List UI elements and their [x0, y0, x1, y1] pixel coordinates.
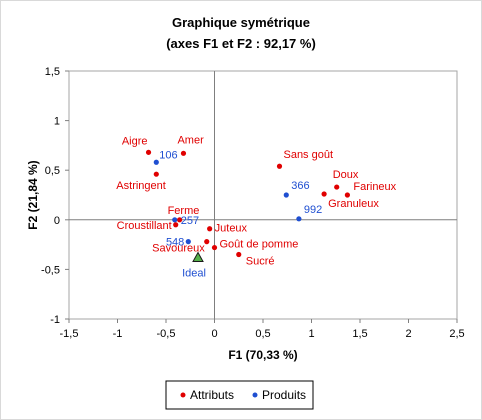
data-point-label: Sucré	[246, 256, 275, 268]
x-tick-label: 2	[405, 328, 411, 340]
points-group: Aigre Amer Astringent Sans goûtDouxFarineux…	[116, 134, 396, 279]
data-point	[207, 226, 213, 232]
x-tick-label: -0,5	[157, 328, 176, 340]
plot-area	[68, 70, 458, 320]
x-tick-label: -1	[113, 328, 123, 340]
data-point-label: Goût de pomme	[220, 239, 299, 251]
data-point	[344, 192, 350, 198]
data-point-label: Doux	[333, 169, 359, 181]
x-tick-label: 1,5	[352, 328, 367, 340]
axes-group	[69, 71, 457, 319]
data-point-label: 548	[166, 237, 184, 249]
data-point-label: Croustillant	[117, 220, 172, 232]
data-point-label: Ferme	[168, 205, 200, 217]
data-point-label: Granuleux	[328, 198, 379, 210]
data-point-label: Farineux	[353, 181, 396, 193]
chart-subtitle: (axes F1 et F2 : 92,17 %)	[166, 36, 316, 51]
data-point-label: Aigre	[122, 135, 148, 147]
data-point	[153, 159, 159, 165]
data-point	[153, 171, 159, 177]
legend-box	[165, 380, 314, 410]
x-axis-title: F1 (70,33 %)	[228, 348, 297, 362]
x-tick-label: 0	[211, 328, 217, 340]
legend: Attributs Produits	[165, 380, 314, 410]
legend-attributs-label: Attributs	[190, 388, 234, 402]
data-point-label: 366	[291, 180, 309, 192]
data-point	[176, 217, 183, 223]
ideal-marker	[192, 251, 204, 262]
data-point-label: Astringent	[116, 180, 166, 192]
data-point-label: Savoureux	[152, 243, 205, 255]
legend-produits-label: Produits	[262, 388, 306, 402]
data-point	[185, 239, 191, 245]
data-point	[276, 163, 283, 169]
data-point	[321, 191, 327, 197]
y-tick-label: 0,5	[45, 165, 60, 177]
data-point	[180, 150, 187, 156]
legend-attributs-marker	[180, 392, 186, 398]
data-point-label: 106	[159, 149, 177, 161]
data-point	[283, 192, 289, 198]
data-point-label: Amer	[177, 134, 204, 146]
data-point	[296, 216, 302, 222]
data-point-label: 992	[304, 204, 322, 216]
data-point	[145, 149, 152, 155]
x-tick-label: 1	[308, 328, 314, 340]
ticks-group: -1,5 -1 -0,5 0 0,5 1 1,5 2 2,5-1-0,500,511,5	[41, 66, 465, 340]
y-tick-label: 1	[54, 116, 60, 128]
data-point	[334, 184, 340, 190]
y-tick-label: -0,5	[41, 264, 60, 276]
data-point	[211, 244, 218, 251]
data-point	[236, 251, 242, 258]
x-tick-label: 0,5	[255, 328, 270, 340]
data-point	[172, 217, 178, 223]
data-point-label: Sans goût	[283, 149, 333, 161]
chart-title: Graphique symétrique	[172, 15, 310, 30]
ideal-label: Ideal	[182, 267, 206, 279]
data-point-label: 257	[181, 215, 199, 227]
y-tick-label: -1	[50, 314, 60, 326]
y-tick-label: 1,5	[45, 66, 60, 78]
data-point-label: Juteux	[215, 223, 248, 235]
x-tick-label: 2,5	[449, 328, 464, 340]
data-point	[173, 222, 179, 228]
legend-produits-marker	[252, 392, 258, 398]
y-axis-title: F2 (21,84 %)	[26, 160, 40, 229]
x-tick-label: -1,5	[60, 328, 79, 340]
y-tick-label: 0	[54, 215, 60, 227]
data-point	[204, 239, 210, 245]
